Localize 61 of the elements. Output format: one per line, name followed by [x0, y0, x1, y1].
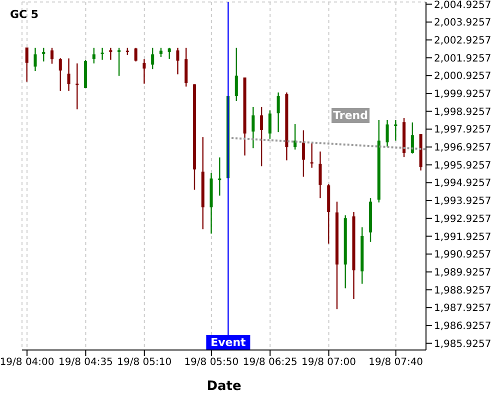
y-tick-label: 1,997.9257	[434, 124, 492, 136]
y-tick-label: 1,995.9257	[434, 160, 492, 172]
candlestick	[34, 47, 37, 72]
x-tick-label: 19/8 07:00	[302, 357, 356, 368]
x-tick-label: 19/8 06:25	[242, 357, 298, 368]
candlestick	[268, 110, 272, 140]
y-tick-label: 2,000.9257	[434, 71, 492, 82]
candlestick	[218, 156, 222, 196]
y-tick-label: 1,988.9257	[434, 285, 492, 296]
y-tick-label: 1,989.9257	[434, 267, 492, 278]
x-axis-title: Date	[206, 379, 242, 394]
candlestick	[234, 47, 238, 102]
y-tick-label: 1,996.9257	[434, 142, 492, 154]
y-tick-label: 1,991.9257	[434, 232, 492, 243]
candlestick	[394, 119, 398, 142]
candlestick	[151, 47, 154, 70]
y-tick-label: 2,004.9257	[434, 0, 492, 11]
x-tick-label: 19/8 05:10	[117, 357, 172, 368]
candlestick	[134, 47, 138, 62]
candlestick	[25, 46, 28, 82]
candlestick	[410, 122, 414, 154]
x-tick-label: 19/8 04:35	[58, 357, 113, 368]
ref-line-label: Event	[210, 336, 246, 349]
y-tick-label: 1,990.9257	[434, 250, 492, 261]
y-tick-label: 1,993.9257	[434, 196, 492, 208]
candlestick	[100, 47, 104, 60]
candlestick	[252, 106, 255, 149]
x-tick-label: 19/8 07:40	[368, 357, 424, 368]
candlestick	[109, 47, 112, 60]
candlestick	[318, 150, 322, 199]
candlestick	[50, 47, 54, 64]
y-tick-label: 2,001.9257	[434, 53, 492, 64]
candlestick	[67, 58, 70, 92]
candlestick	[58, 58, 62, 92]
candlestick	[92, 47, 96, 64]
candlestick	[168, 47, 171, 60]
candlestick	[118, 47, 121, 76]
candlestick	[42, 47, 46, 62]
candlestick	[260, 106, 264, 167]
candlestick	[294, 123, 297, 150]
x-tick-label: 19/8 05:50	[184, 357, 239, 368]
candlestick	[159, 47, 162, 58]
candlestick	[386, 119, 389, 148]
y-tick-label: 1,998.9257	[434, 106, 492, 118]
candlestick	[184, 47, 188, 88]
y-tick-label: 2,003.9257	[434, 18, 492, 29]
y-tick-label: 2,002.9257	[434, 35, 492, 46]
text: GC 5	[10, 8, 39, 21]
y-tick-label: 1,986.9257	[434, 321, 492, 332]
candlestick	[76, 62, 79, 110]
x-tick-label: 19/8 04:00	[0, 357, 54, 368]
y-tick-label: 1,999.9257	[434, 89, 492, 100]
y-tick-label: 1,987.9257	[434, 303, 492, 314]
candlestick	[176, 47, 180, 75]
y-tick-label: 1,985.9257	[434, 338, 492, 350]
candlestick	[142, 58, 146, 84]
series-label: Trend	[333, 108, 368, 122]
y-tick-label: 1,992.9257	[434, 214, 492, 225]
y-tick-label: 1,994.9257	[434, 178, 492, 190]
candlestick	[302, 130, 305, 178]
candlestick	[276, 92, 280, 133]
